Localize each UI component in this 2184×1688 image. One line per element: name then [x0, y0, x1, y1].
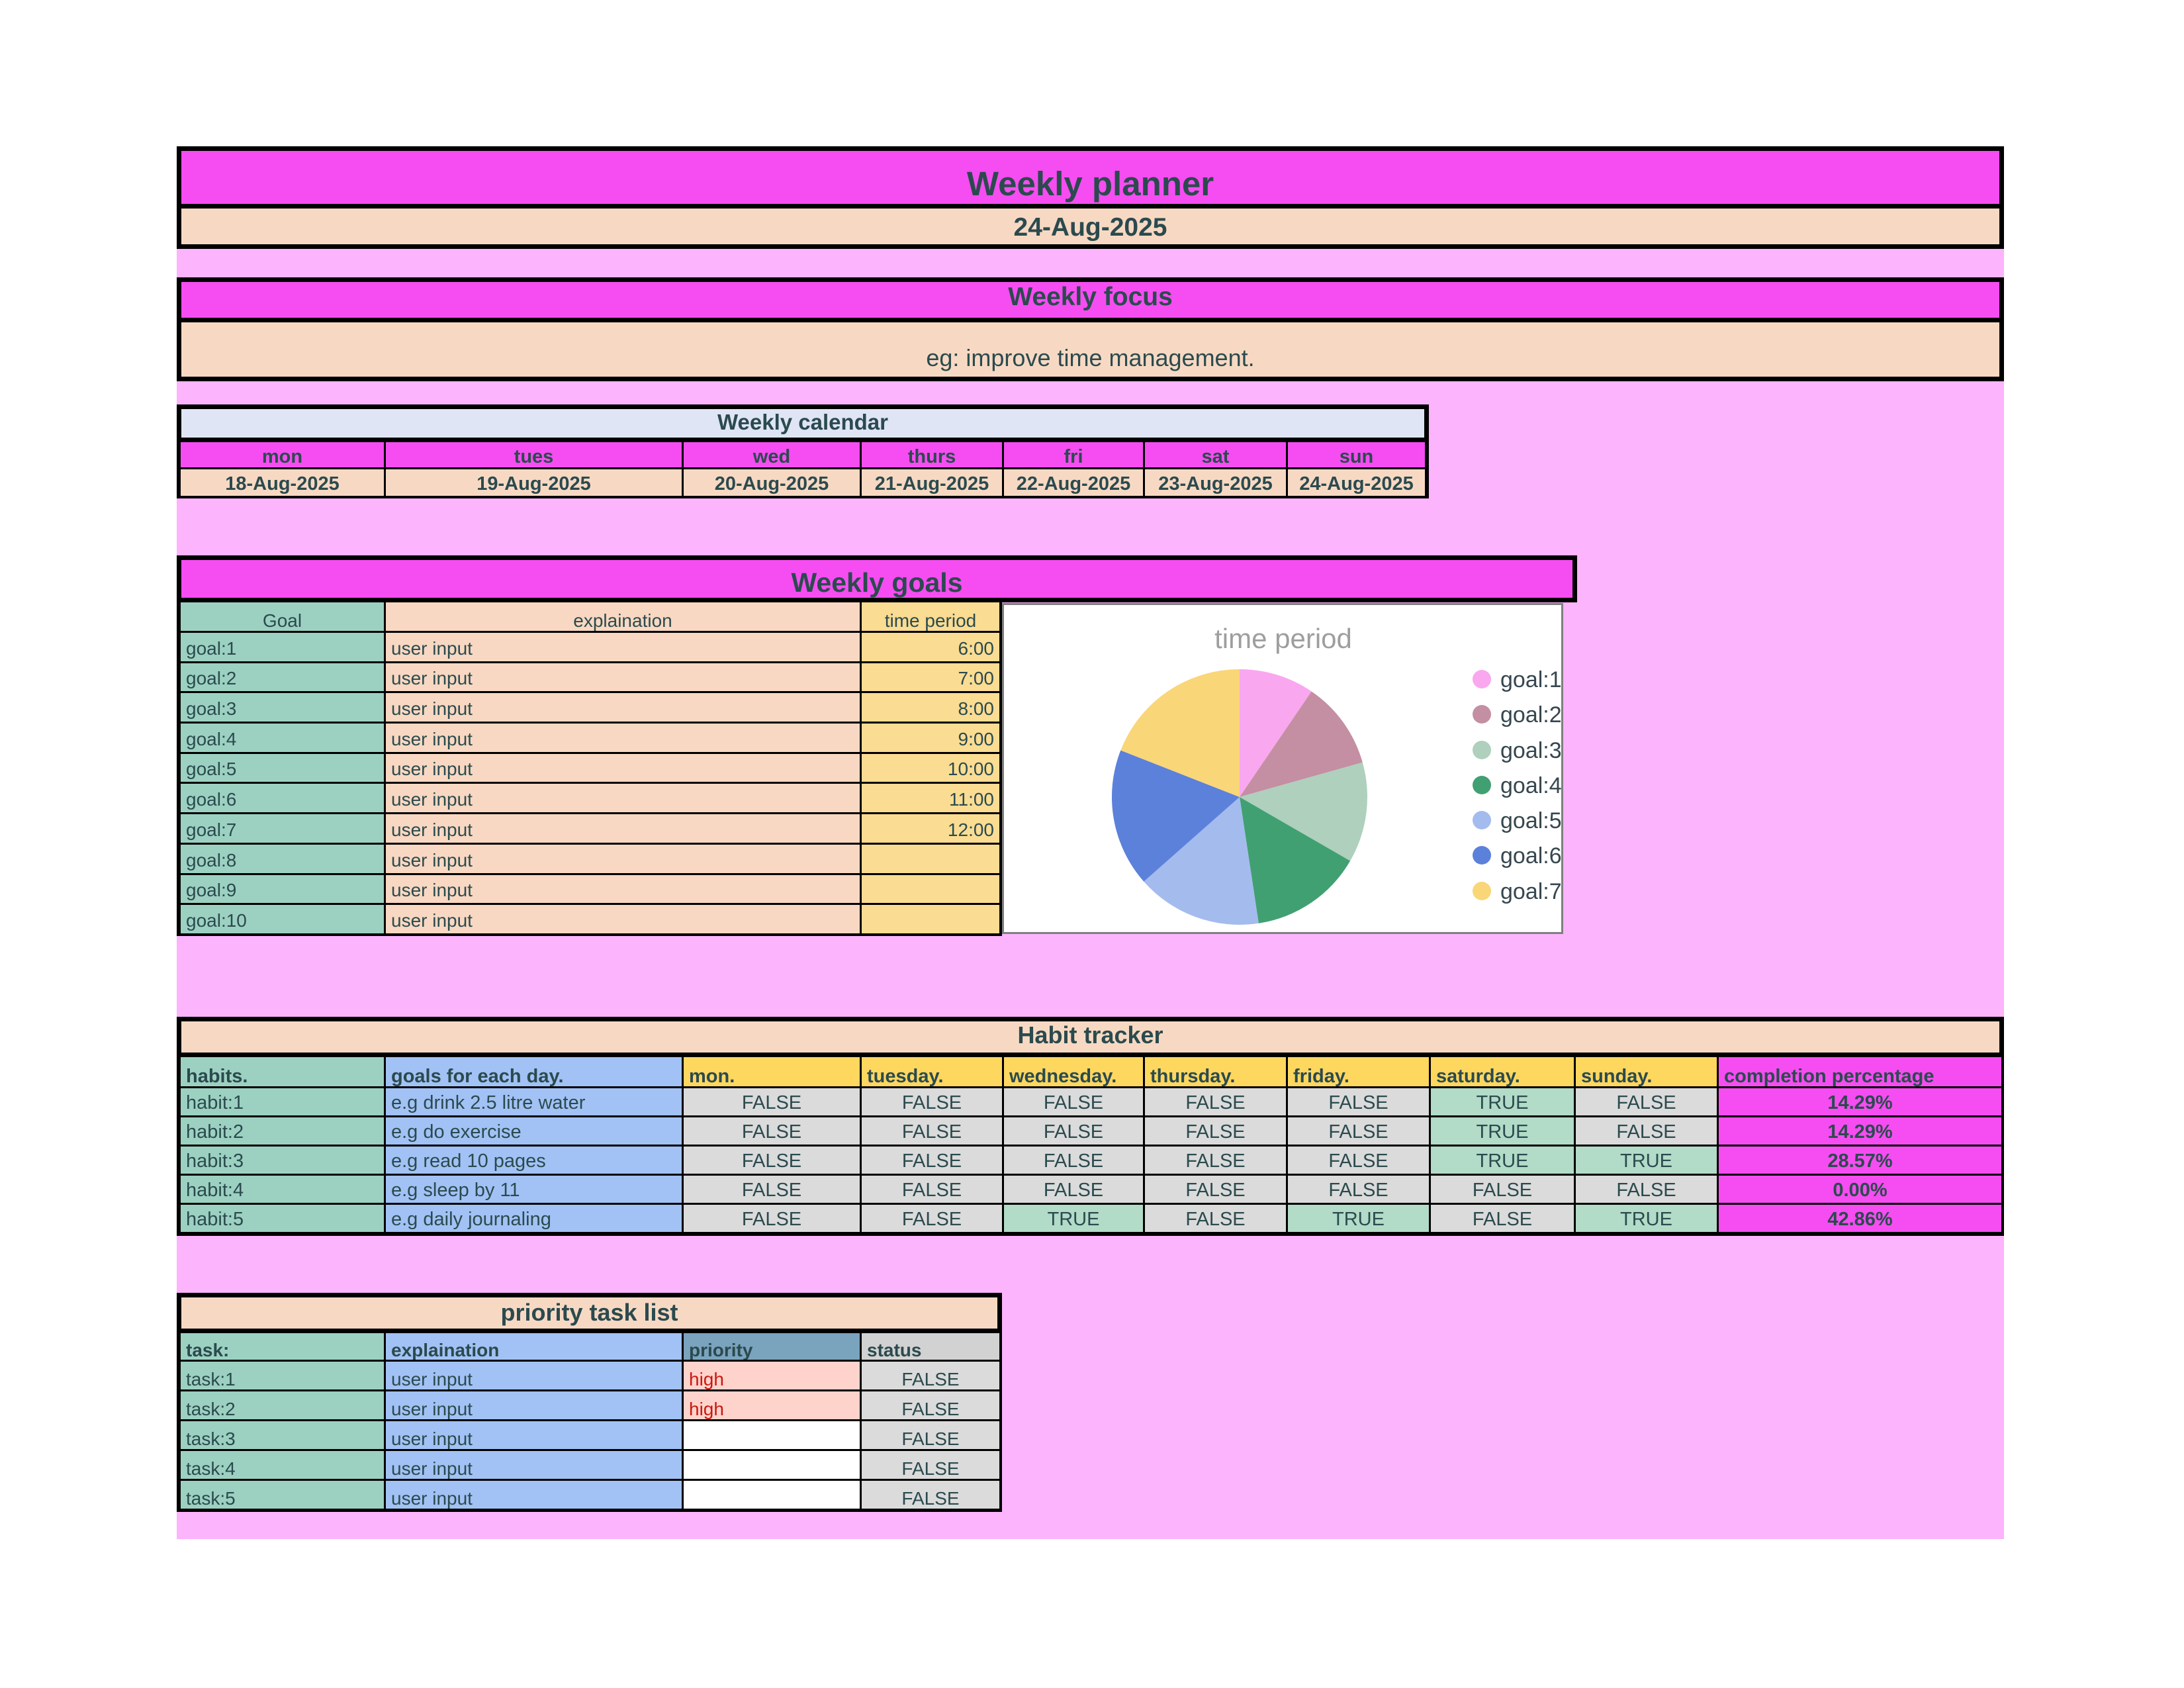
svg-text:goal:7: goal:7 [1500, 879, 1561, 904]
svg-text:goal:1: goal:1 [1500, 667, 1561, 692]
svg-text:goal:2: goal:2 [1500, 702, 1561, 727]
svg-text:goal:4: goal:4 [1500, 773, 1561, 798]
svg-text:goal:6: goal:6 [1500, 843, 1561, 868]
svg-text:goal:3: goal:3 [1500, 738, 1561, 763]
svg-text:goal:5: goal:5 [1500, 808, 1561, 833]
svg-text:time period: time period [1214, 623, 1352, 654]
